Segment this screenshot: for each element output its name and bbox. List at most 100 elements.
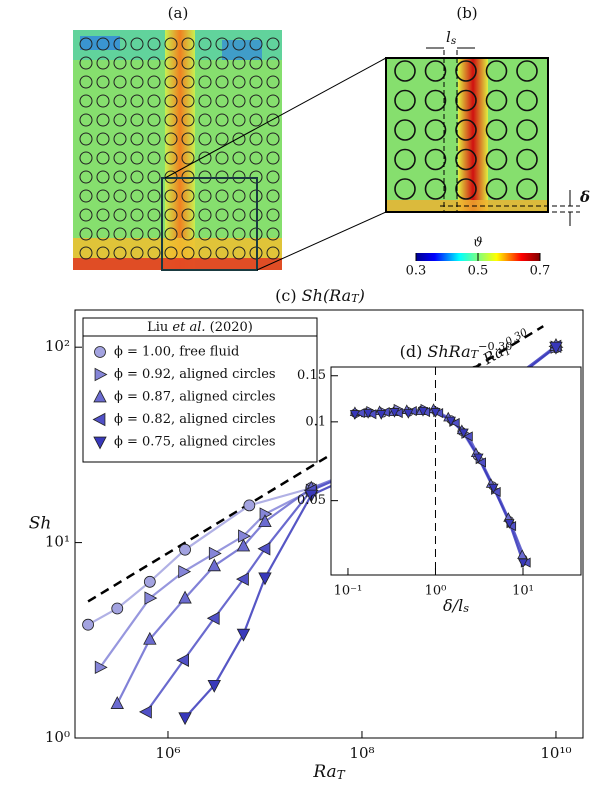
marker <box>179 543 191 556</box>
y-tick-label: 10² <box>45 337 70 355</box>
obstacle <box>249 113 263 127</box>
marker <box>207 679 221 693</box>
text-part: Ra <box>312 762 336 782</box>
obstacle <box>232 37 246 51</box>
obstacle <box>455 119 477 141</box>
obstacle <box>113 208 127 222</box>
obstacle <box>113 56 127 70</box>
obstacle <box>130 170 144 184</box>
text-part: Liu <box>147 320 172 335</box>
obstacle <box>96 113 110 127</box>
marker <box>490 486 501 497</box>
obstacle <box>181 246 195 260</box>
x-tick-label: 10⁶ <box>155 744 180 762</box>
marker <box>355 408 365 419</box>
colorbar-tick-label: 0.3 <box>406 264 427 279</box>
obstacle <box>113 227 127 241</box>
marker <box>235 572 249 586</box>
marker <box>144 591 158 605</box>
obstacle <box>96 227 110 241</box>
marker <box>349 410 360 420</box>
text-part: T <box>471 348 480 361</box>
obstacle <box>113 189 127 203</box>
obstacle <box>79 56 93 70</box>
marker <box>93 436 107 450</box>
obstacle <box>394 148 416 171</box>
obstacle <box>485 60 508 82</box>
text-part: l <box>446 28 451 46</box>
obstacle <box>249 37 263 51</box>
marker <box>363 409 374 419</box>
obstacle <box>516 178 538 200</box>
colorbar-tick-label: 0.5 <box>468 264 489 279</box>
text-part: δ/l <box>443 596 463 615</box>
marker <box>139 705 152 719</box>
marker <box>304 489 318 503</box>
marker <box>178 564 192 579</box>
obstacle <box>181 75 195 89</box>
obstacle <box>130 56 144 70</box>
obstacle <box>516 119 538 141</box>
obstacle <box>215 227 229 241</box>
obstacle <box>164 94 178 108</box>
obstacle <box>424 119 447 141</box>
obstacle <box>181 94 195 108</box>
obstacle <box>113 94 127 108</box>
marker <box>238 529 251 543</box>
obstacle <box>266 208 280 222</box>
obstacle <box>198 189 212 203</box>
obstacle <box>424 148 447 171</box>
marker <box>449 417 460 429</box>
obstacle <box>130 94 144 108</box>
marker <box>94 346 106 358</box>
obstacle <box>455 148 477 171</box>
obstacle <box>485 148 508 171</box>
obstacle <box>181 189 195 203</box>
obstacle <box>130 151 144 165</box>
obstacle <box>198 75 212 89</box>
obstacle <box>485 119 508 141</box>
colorbar-tick-label: 0.7 <box>530 264 551 279</box>
obstacle <box>181 37 195 51</box>
marker <box>258 572 272 586</box>
obstacle <box>164 113 178 127</box>
legend-label: ϕ = 0.82, aligned circles <box>114 412 276 427</box>
obstacle <box>232 113 246 127</box>
marker <box>458 428 469 439</box>
obstacle <box>96 151 110 165</box>
obstacle <box>232 75 246 89</box>
obstacle <box>424 89 447 112</box>
obstacle <box>424 60 447 82</box>
obstacle <box>266 56 280 70</box>
marker <box>110 696 124 709</box>
marker <box>504 519 515 529</box>
obstacle <box>181 132 195 146</box>
obstacle <box>79 246 93 260</box>
obstacle <box>79 75 93 89</box>
marker <box>93 389 107 403</box>
marker <box>366 409 377 420</box>
obstacle <box>181 56 195 70</box>
obstacle <box>79 94 93 108</box>
legend-label: ϕ = 1.00, free fluid <box>114 345 239 360</box>
marker <box>257 542 271 556</box>
marker <box>376 410 387 420</box>
marker <box>176 653 189 667</box>
obstacle <box>147 246 161 260</box>
marker <box>236 628 251 642</box>
obstacle <box>249 56 263 70</box>
obstacle <box>79 151 93 165</box>
obstacle <box>215 94 229 108</box>
obstacle <box>147 37 161 51</box>
x-tick-label: 10⁰ <box>425 584 447 599</box>
obstacle <box>215 37 229 51</box>
zoom-line <box>164 57 387 179</box>
zoom-line <box>256 211 387 271</box>
obstacle <box>96 170 110 184</box>
obstacle <box>485 89 508 112</box>
obstacle <box>96 208 110 222</box>
obstacle <box>215 56 229 70</box>
obstacle <box>96 37 110 51</box>
obstacle <box>516 60 538 82</box>
